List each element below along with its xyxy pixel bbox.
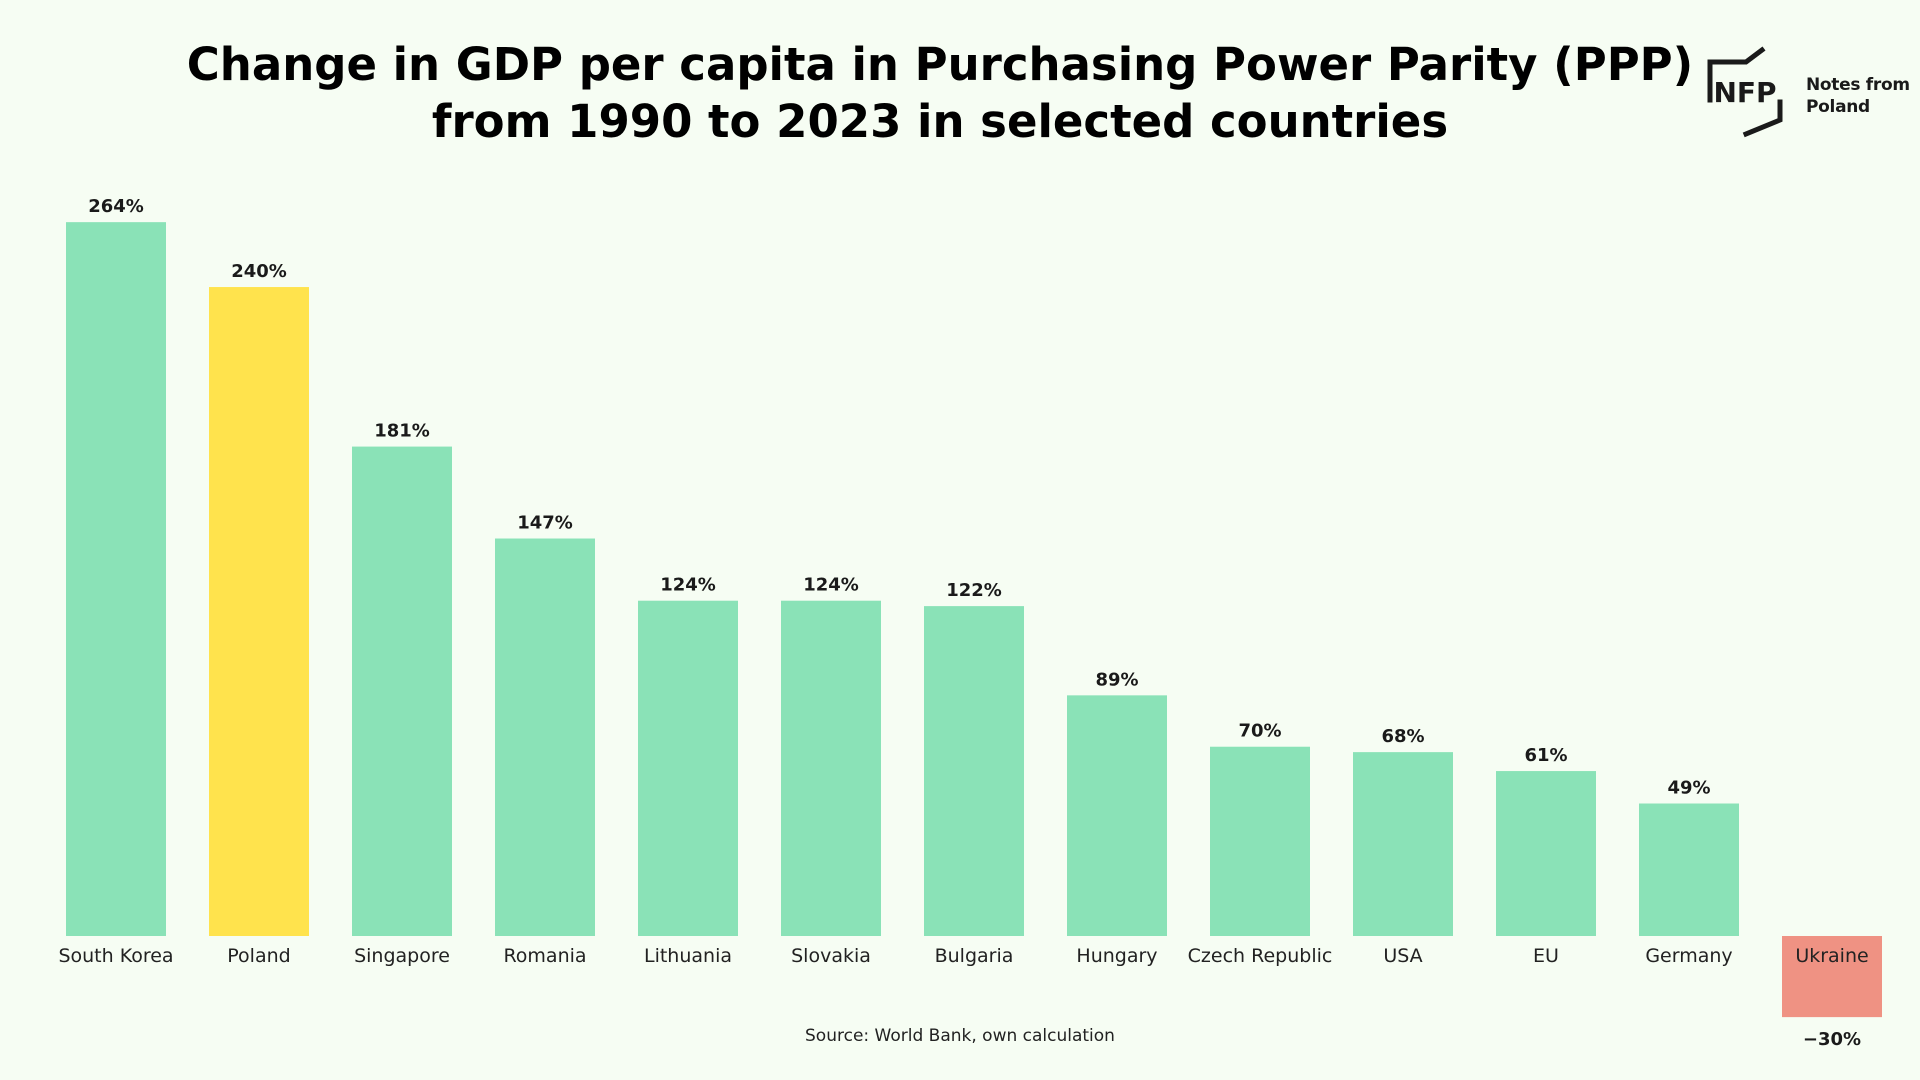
category-label-lithuania: Lithuania	[644, 945, 732, 967]
value-label-bulgaria: 122%	[946, 580, 1002, 601]
value-label-eu: 61%	[1524, 745, 1567, 766]
category-label-germany: Germany	[1645, 945, 1732, 967]
logo-wordmark-line2: Poland	[1806, 97, 1870, 117]
category-label-bulgaria: Bulgaria	[935, 945, 1014, 967]
value-label-slovakia: 124%	[803, 575, 859, 596]
value-label-czech-republic: 70%	[1238, 721, 1281, 742]
value-label-ukraine: −30%	[1803, 1029, 1861, 1050]
value-label-romania: 147%	[517, 513, 573, 534]
bar-slovakia	[781, 600, 881, 936]
bar-singapore	[352, 446, 452, 936]
bar-hungary	[1067, 695, 1167, 936]
nfp-logo: NFP	[1707, 46, 1783, 138]
nfp-logo-mark	[1707, 46, 1783, 138]
category-label-usa: USA	[1383, 945, 1422, 967]
bar-romania	[495, 538, 595, 936]
category-label-singapore: Singapore	[354, 945, 450, 967]
value-label-poland: 240%	[231, 261, 287, 282]
bar-czech-republic	[1210, 746, 1310, 936]
category-label-czech-republic: Czech Republic	[1188, 945, 1333, 967]
bar-eu	[1496, 771, 1596, 936]
category-label-romania: Romania	[503, 945, 586, 967]
source-note: Source: World Bank, own calculation	[805, 1026, 1115, 1046]
category-label-south-korea: South Korea	[58, 945, 173, 967]
logo-frame-top	[1707, 46, 1766, 103]
bar-south-korea	[66, 222, 166, 937]
category-label-ukraine: Ukraine	[1795, 945, 1868, 967]
value-label-usa: 68%	[1381, 726, 1424, 747]
category-label-slovakia: Slovakia	[791, 945, 871, 967]
category-label-hungary: Hungary	[1076, 945, 1157, 967]
value-label-singapore: 181%	[374, 421, 430, 442]
value-label-germany: 49%	[1667, 778, 1710, 799]
bar-usa	[1353, 752, 1453, 936]
bar-poland	[209, 287, 309, 936]
category-label-eu: EU	[1533, 945, 1559, 967]
bar-bulgaria	[924, 606, 1024, 936]
chart-title-line1: Change in GDP per capita in Purchasing P…	[186, 38, 1694, 91]
logo-wordmark-line1: Notes from	[1806, 75, 1910, 95]
bar-lithuania	[638, 600, 738, 936]
value-label-south-korea: 264%	[88, 196, 144, 217]
chart-title: Change in GDP per capita in Purchasing P…	[80, 36, 1800, 150]
bar-germany	[1639, 803, 1739, 936]
logo-mark-text: NFP	[1713, 76, 1776, 109]
logo-wordmark: Notes from Poland	[1806, 74, 1910, 118]
category-label-poland: Poland	[227, 945, 290, 967]
value-label-lithuania: 124%	[660, 575, 716, 596]
bar-ukraine	[1782, 936, 1882, 1018]
chart-title-line2: from 1990 to 2023 in selected countries	[431, 95, 1449, 148]
value-label-hungary: 89%	[1095, 669, 1138, 690]
logo-frame-bottom	[1742, 99, 1783, 138]
